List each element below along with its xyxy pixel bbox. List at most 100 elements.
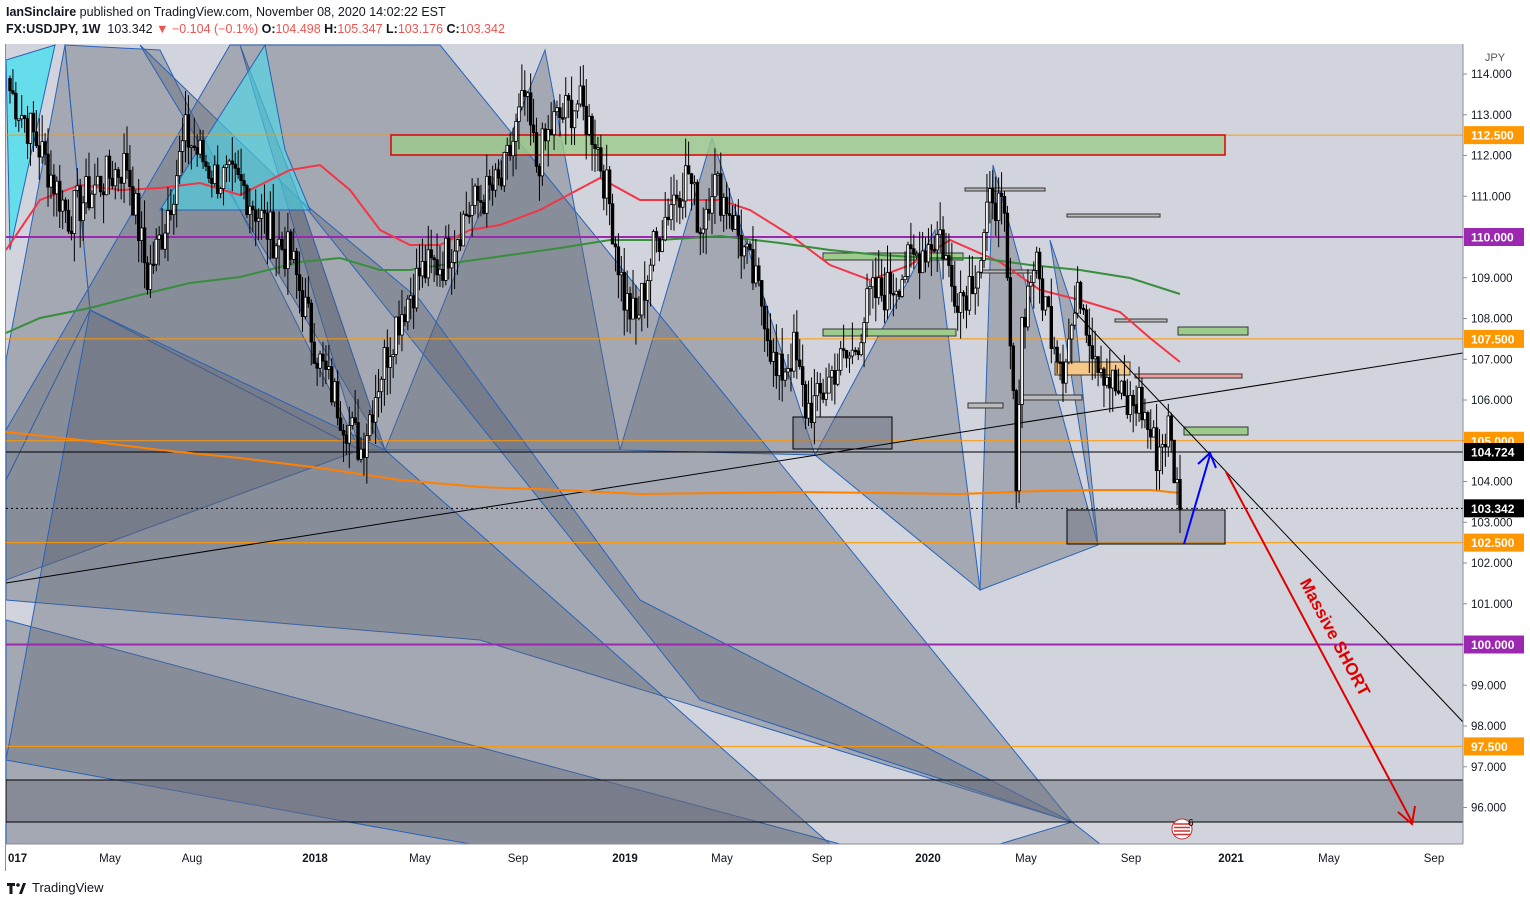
price-label-badge[interactable] — [1464, 329, 1524, 348]
candle-body — [786, 368, 790, 373]
candle-body — [122, 153, 126, 184]
symbol-label[interactable]: FX:USDJPY, 1W — [6, 22, 101, 36]
candle-body — [1008, 277, 1013, 347]
price-label-badge[interactable] — [1464, 126, 1524, 145]
candle-body — [587, 115, 591, 135]
candle-body — [648, 264, 653, 282]
moving-average-mid[interactable] — [6, 234, 1181, 334]
x-tick-label: May — [1318, 853, 1340, 865]
price-label-badge[interactable] — [1464, 737, 1524, 756]
candle-body — [142, 227, 147, 264]
moving-average-fast[interactable] — [6, 163, 1181, 363]
candle-body — [958, 292, 963, 313]
price-marker-box[interactable] — [964, 187, 1046, 192]
candle-body — [1160, 443, 1165, 448]
candle-body — [546, 129, 550, 142]
harmonic-pattern-shape[interactable] — [619, 136, 816, 456]
candle-body — [239, 174, 243, 181]
candle-body — [847, 355, 852, 359]
price-label-text: 103.342 — [1471, 502, 1515, 516]
candle-body — [607, 169, 612, 205]
projection-up-arrow[interactable] — [1183, 454, 1211, 545]
harmonic-pattern-shape[interactable] — [999, 821, 1101, 844]
harmonic-pattern-shape[interactable] — [6, 309, 831, 844]
candle-body — [701, 228, 705, 234]
falling-trendline[interactable] — [1074, 311, 1463, 723]
candle-body — [891, 293, 896, 296]
y-tick-label: 111.000 — [1471, 191, 1511, 203]
candle-body — [806, 402, 811, 419]
candle-body — [409, 295, 413, 300]
candle-body — [912, 248, 916, 255]
candle-body — [1040, 278, 1045, 311]
demand-zone-box[interactable] — [6, 779, 1463, 823]
harmonic-pattern-shape[interactable] — [814, 228, 981, 592]
candle-body — [853, 349, 858, 353]
harmonic-pattern-shape[interactable] — [1049, 239, 1099, 546]
candle-body — [131, 186, 135, 216]
candle-body — [283, 248, 287, 270]
harmonic-pattern-shape[interactable] — [299, 199, 1073, 823]
candle-body — [1149, 429, 1153, 438]
candle-body — [1093, 356, 1097, 360]
candle-body — [935, 234, 939, 251]
candle-body — [195, 147, 199, 155]
target-box[interactable] — [1066, 509, 1226, 545]
candle-body — [537, 165, 542, 177]
candle-body — [584, 105, 588, 135]
candle-body — [833, 370, 837, 385]
candle-body — [1128, 394, 1132, 415]
price-label-badge[interactable] — [1464, 442, 1524, 461]
candle-body — [444, 237, 448, 281]
candle-body — [1073, 312, 1077, 326]
candle-body — [1178, 479, 1182, 511]
candle-body — [686, 165, 691, 175]
candle-body — [420, 261, 425, 277]
candle-body — [280, 238, 284, 250]
moving-average-slow[interactable] — [6, 431, 1181, 496]
candle-body — [1169, 415, 1173, 441]
candle-body — [63, 199, 68, 211]
price-marker-box[interactable] — [1177, 326, 1249, 336]
candle-body — [903, 276, 907, 281]
candle-body — [748, 243, 752, 250]
consolidation-box[interactable] — [792, 416, 893, 450]
price-marker-box[interactable] — [1066, 213, 1161, 218]
candle-body — [192, 145, 196, 148]
price-marker-box[interactable] — [822, 328, 957, 337]
candle-body — [1122, 380, 1127, 397]
x-tick-label: 2021 — [1218, 853, 1244, 865]
candle-body — [874, 277, 878, 299]
price-marker-box[interactable] — [1134, 373, 1243, 379]
candle-body — [988, 188, 992, 203]
price-marker-box[interactable] — [967, 402, 1004, 409]
short-arrow[interactable] — [1225, 471, 1413, 823]
candle-body — [1151, 427, 1156, 438]
candle-body — [312, 341, 316, 364]
author-name[interactable]: IanSinclaire — [6, 5, 77, 19]
price-marker-box[interactable] — [1021, 394, 1083, 401]
candle-body — [710, 196, 714, 214]
tradingview-logo-icon[interactable] — [6, 881, 26, 895]
y-tick-label: 113.000 — [1471, 110, 1512, 122]
rising-trendline[interactable] — [6, 352, 1463, 584]
candle-body — [619, 271, 624, 276]
price-label-badge[interactable] — [1464, 635, 1524, 654]
candle-body — [1172, 439, 1176, 484]
price-marker-box[interactable] — [1114, 318, 1168, 323]
candle-body — [841, 348, 846, 351]
price-label-badge[interactable] — [1464, 533, 1524, 552]
candle-body — [897, 290, 901, 297]
candle-body — [564, 95, 568, 119]
candle-body — [929, 244, 934, 251]
footer-brand[interactable]: TradingView — [32, 880, 104, 895]
candle-body — [572, 110, 577, 129]
candle-body — [894, 290, 898, 295]
price-label-badge[interactable] — [1464, 228, 1524, 246]
candle-body — [382, 347, 387, 380]
price-marker-box[interactable] — [1183, 426, 1249, 436]
price-label-badge[interactable] — [1464, 499, 1524, 518]
candle-body — [745, 243, 749, 248]
